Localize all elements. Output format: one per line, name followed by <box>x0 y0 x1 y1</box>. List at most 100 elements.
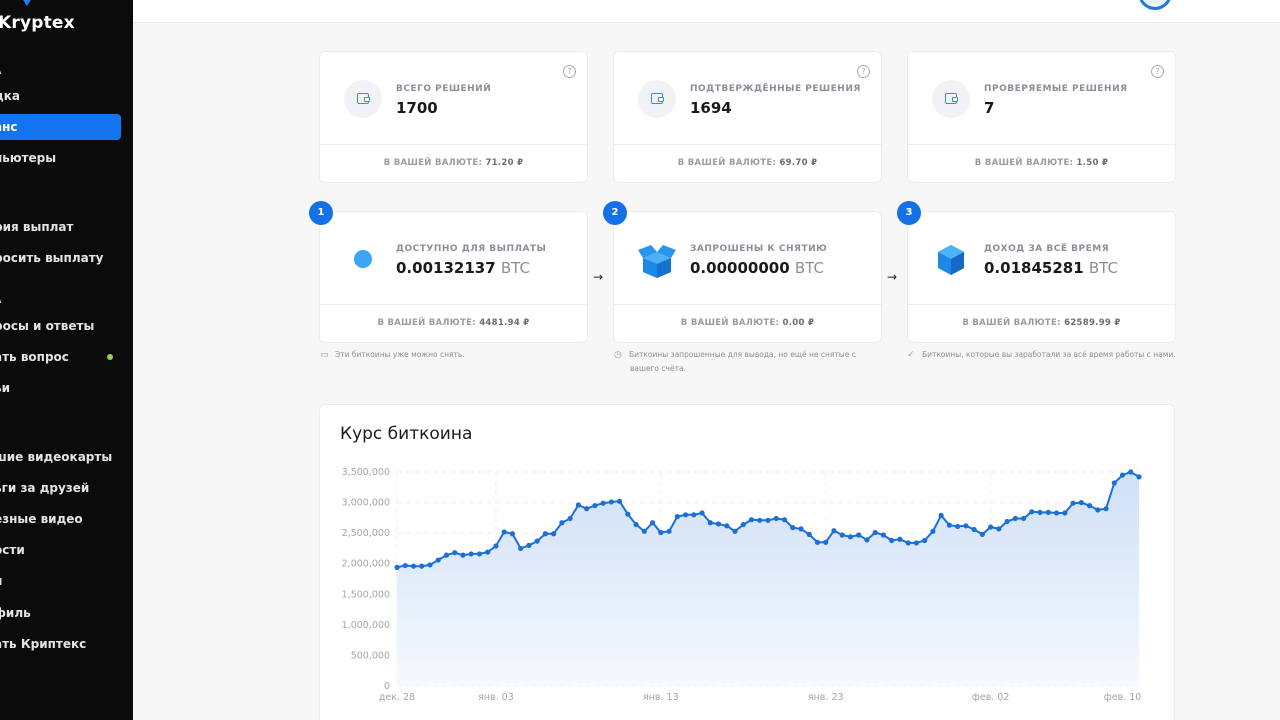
data-point[interactable] <box>732 528 738 534</box>
data-point[interactable] <box>946 522 952 528</box>
sidebar-item-4[interactable]: росить выплату <box>0 245 121 271</box>
data-point[interactable] <box>988 524 994 530</box>
logo-text[interactable]: Kryptex <box>0 13 75 33</box>
sidebar-item-14[interactable]: ать Криптекс <box>0 631 121 657</box>
data-point[interactable] <box>592 503 598 509</box>
data-point[interactable] <box>1037 509 1043 515</box>
data-point[interactable] <box>897 536 903 542</box>
data-point[interactable] <box>938 512 944 519</box>
help-icon[interactable]: ? <box>1151 65 1164 78</box>
data-point[interactable] <box>394 564 400 570</box>
sidebar-item-5[interactable]: росы и ответы <box>0 313 121 339</box>
data-point[interactable] <box>790 525 796 531</box>
data-point[interactable] <box>435 557 441 563</box>
data-point[interactable] <box>1029 509 1035 515</box>
data-point[interactable] <box>889 537 895 544</box>
data-point[interactable] <box>410 563 417 569</box>
data-point[interactable] <box>996 526 1002 532</box>
data-point[interactable] <box>831 528 837 534</box>
data-point[interactable] <box>1012 515 1018 522</box>
sidebar-item-7[interactable]: ьи <box>0 375 121 401</box>
data-point[interactable] <box>1078 499 1084 506</box>
data-point[interactable] <box>905 540 911 546</box>
data-point[interactable] <box>740 521 746 528</box>
data-point[interactable] <box>823 539 829 545</box>
data-point[interactable] <box>501 529 507 535</box>
sidebar-item-0[interactable]: дка <box>0 83 121 109</box>
data-point[interactable] <box>1045 509 1051 515</box>
data-point[interactable] <box>542 531 548 537</box>
data-point[interactable] <box>757 517 763 523</box>
data-point[interactable] <box>526 542 532 548</box>
data-point[interactable] <box>707 520 713 526</box>
data-point[interactable] <box>1070 500 1076 506</box>
data-point[interactable] <box>1128 469 1134 475</box>
data-point[interactable] <box>509 531 516 537</box>
data-point[interactable] <box>419 563 425 569</box>
data-point[interactable] <box>584 506 590 512</box>
data-point[interactable] <box>814 539 821 545</box>
data-point[interactable] <box>427 562 433 568</box>
help-icon[interactable]: ? <box>563 65 576 78</box>
data-point[interactable] <box>971 526 977 533</box>
chart-plot[interactable]: 0 500,000 1,000,000 1,500,000 2,000,000 2,500… <box>320 405 1176 720</box>
data-point[interactable] <box>1062 510 1068 516</box>
data-point[interactable] <box>864 537 870 543</box>
help-icon[interactable]: ? <box>857 65 870 78</box>
data-point[interactable] <box>567 515 573 522</box>
data-point[interactable] <box>534 538 540 544</box>
data-point[interactable] <box>691 512 697 518</box>
data-point[interactable] <box>649 520 656 526</box>
data-point[interactable] <box>674 514 680 520</box>
data-point[interactable] <box>856 532 862 538</box>
sidebar-item-10[interactable]: езные видео <box>0 506 121 532</box>
data-point[interactable] <box>773 515 779 522</box>
data-point[interactable] <box>443 552 450 558</box>
data-point[interactable] <box>617 498 623 504</box>
data-point[interactable] <box>485 549 491 555</box>
data-point[interactable] <box>600 500 606 506</box>
data-point[interactable] <box>1095 507 1101 513</box>
data-point[interactable] <box>699 510 705 516</box>
data-point[interactable] <box>765 517 771 523</box>
data-point[interactable] <box>781 517 788 523</box>
data-point[interactable] <box>979 531 985 537</box>
data-point[interactable] <box>559 520 565 526</box>
data-point[interactable] <box>847 534 854 540</box>
data-point[interactable] <box>955 523 961 530</box>
data-point[interactable] <box>468 551 474 557</box>
data-point[interactable] <box>1020 515 1027 522</box>
data-point[interactable] <box>633 521 639 528</box>
data-point[interactable] <box>452 550 458 556</box>
data-point[interactable] <box>922 537 928 544</box>
data-point[interactable] <box>1111 480 1117 486</box>
sidebar-item-9[interactable]: ьги за друзей <box>0 475 121 501</box>
data-point[interactable] <box>608 499 614 505</box>
data-point[interactable] <box>682 512 689 518</box>
data-point[interactable] <box>963 523 969 529</box>
data-point[interactable] <box>518 545 524 552</box>
data-point[interactable] <box>880 532 887 538</box>
data-point[interactable] <box>724 523 730 529</box>
sidebar-item-1[interactable]: анс <box>0 114 121 140</box>
data-point[interactable] <box>748 517 755 523</box>
data-point[interactable] <box>575 502 581 508</box>
sidebar-item-6[interactable]: ать вопрос <box>0 344 121 370</box>
data-point[interactable] <box>913 540 920 546</box>
sidebar-item-8[interactable]: шие видеокарты <box>0 444 121 470</box>
data-point[interactable] <box>658 529 664 536</box>
data-point[interactable] <box>493 543 499 549</box>
sidebar-item-13[interactable]: филь <box>0 600 121 626</box>
data-point[interactable] <box>1053 510 1060 516</box>
data-point[interactable] <box>872 529 878 536</box>
data-point[interactable] <box>806 531 812 537</box>
data-point[interactable] <box>1004 518 1010 525</box>
data-point[interactable] <box>1119 472 1126 478</box>
data-point[interactable] <box>460 552 466 558</box>
data-point[interactable] <box>625 511 631 517</box>
data-point[interactable] <box>1086 503 1093 509</box>
data-point[interactable] <box>839 532 845 538</box>
data-point[interactable] <box>930 528 936 534</box>
data-point[interactable] <box>798 526 804 532</box>
